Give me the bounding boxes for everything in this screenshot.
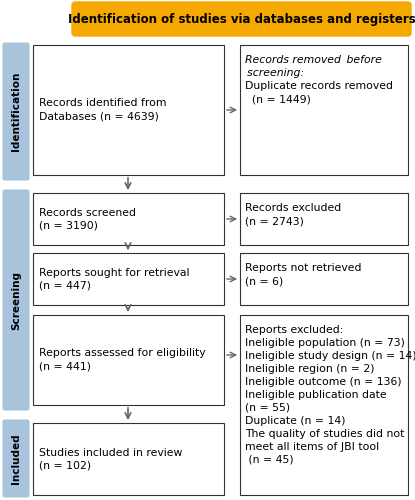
Text: (n = 102): (n = 102) [39,460,91,470]
Text: Reports sought for retrieval: Reports sought for retrieval [39,268,190,278]
FancyBboxPatch shape [240,45,408,175]
Text: Reports assessed for eligibility: Reports assessed for eligibility [39,348,205,358]
FancyBboxPatch shape [3,43,29,180]
Text: (n = 2743): (n = 2743) [245,216,304,226]
Text: meet all items of JBI tool: meet all items of JBI tool [245,442,379,452]
Text: Ineligible region (n = 2): Ineligible region (n = 2) [245,364,374,374]
FancyBboxPatch shape [240,315,408,495]
Text: (n = 447): (n = 447) [39,280,91,290]
Text: Identification: Identification [11,72,21,151]
Text: (n = 3190): (n = 3190) [39,220,98,230]
Text: Records excluded: Records excluded [245,203,341,213]
Text: Records removed  before: Records removed before [245,55,382,65]
FancyBboxPatch shape [240,253,408,305]
Text: (n = 6): (n = 6) [245,276,283,286]
FancyBboxPatch shape [33,45,224,175]
FancyBboxPatch shape [33,315,224,405]
Text: (n = 1449): (n = 1449) [245,94,311,104]
Text: Reports not retrieved: Reports not retrieved [245,263,361,273]
Text: Records screened: Records screened [39,208,136,218]
Text: screening:: screening: [245,68,304,78]
Text: Reports excluded:: Reports excluded: [245,325,343,335]
Text: Screening: Screening [11,270,21,330]
Text: Ineligible outcome (n = 136): Ineligible outcome (n = 136) [245,377,402,387]
Text: Ineligible population (n = 73): Ineligible population (n = 73) [245,338,405,348]
Text: Identification of studies via databases and registers: Identification of studies via databases … [68,12,415,26]
Text: Studies included in review: Studies included in review [39,448,182,458]
FancyBboxPatch shape [72,2,411,36]
FancyBboxPatch shape [3,190,29,410]
Text: Databases (n = 4639): Databases (n = 4639) [39,112,159,122]
FancyBboxPatch shape [33,253,224,305]
Text: Ineligible publication date: Ineligible publication date [245,390,387,400]
Text: (n = 45): (n = 45) [245,455,294,465]
Text: Duplicate (n = 14): Duplicate (n = 14) [245,416,346,426]
Text: (n = 441): (n = 441) [39,362,91,372]
Text: Ineligible study design (n = 14): Ineligible study design (n = 14) [245,351,415,361]
FancyBboxPatch shape [33,423,224,495]
Text: Included: Included [11,433,21,484]
Text: Duplicate records removed: Duplicate records removed [245,81,393,91]
FancyBboxPatch shape [3,420,29,497]
FancyBboxPatch shape [33,193,224,245]
Text: Records identified from: Records identified from [39,98,166,108]
Text: The quality of studies did not: The quality of studies did not [245,429,404,439]
FancyBboxPatch shape [240,193,408,245]
Text: (n = 55): (n = 55) [245,403,290,413]
